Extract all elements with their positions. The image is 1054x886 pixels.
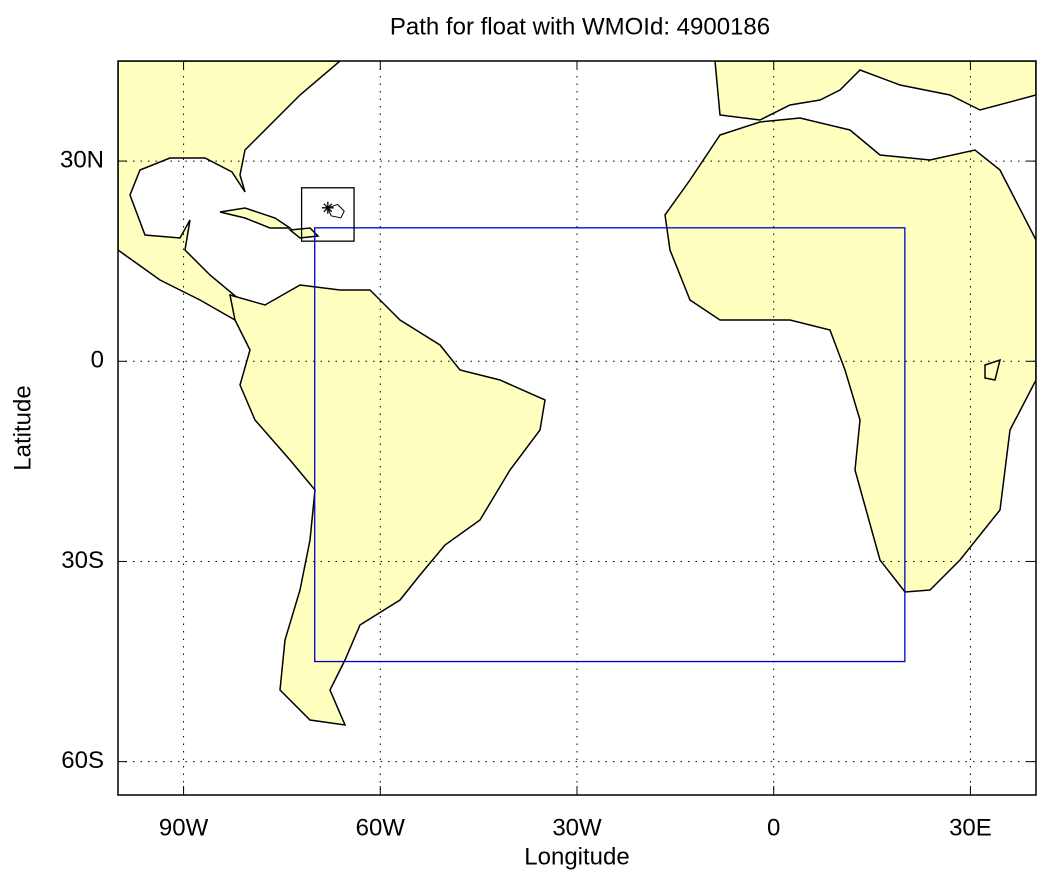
x-tick-label: 0 [767,814,780,841]
grid [118,61,1036,795]
africa [664,117,1036,593]
y-axis-label: Latitude [9,385,36,470]
y-tick-label: 30S [61,547,104,574]
float-box [300,187,355,242]
float-track [327,203,345,219]
hispaniola [288,227,320,239]
south-america [229,284,546,726]
x-tick-label: 90W [159,814,209,841]
coastlines [118,61,1036,726]
x-tick-label: 60W [356,814,406,841]
float-position [321,201,334,214]
cuba [219,207,293,229]
x-axis-label: Longitude [524,843,629,870]
y-tick-label: 30N [60,146,104,173]
y-tick-label: 0 [91,347,104,374]
y-tick-label: 60S [61,747,104,774]
madagascar [984,358,1002,381]
x-tick-label: 30W [552,814,602,841]
chart-title: Path for float with WMOId: 4900186 [390,13,770,40]
europe [714,61,1036,121]
x-tick-label: 30E [949,814,992,841]
region-box [314,227,906,663]
